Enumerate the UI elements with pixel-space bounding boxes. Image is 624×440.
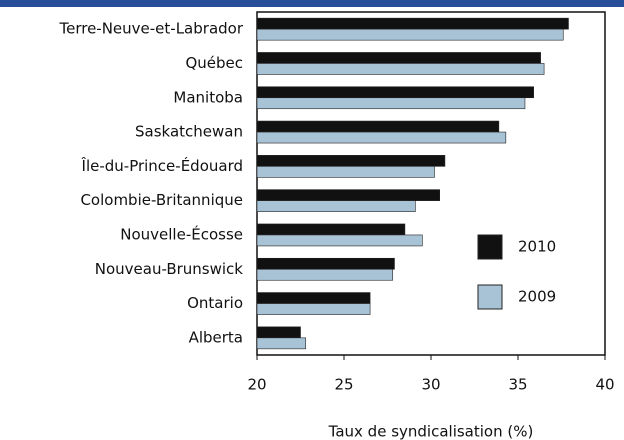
- bar: [256, 97, 526, 110]
- bar: [256, 155, 446, 167]
- bar: [256, 28, 564, 41]
- bar: [256, 292, 371, 304]
- header-strip: [0, 0, 624, 7]
- y-tick-label: Québec: [185, 54, 243, 72]
- x-tick-label: 30: [421, 376, 440, 394]
- legend-swatch: [477, 234, 503, 260]
- bar: [256, 189, 440, 201]
- x-axis-label: Taux de syndicalisation (%): [328, 423, 534, 440]
- x-tick-label: 20: [247, 376, 266, 394]
- y-tick-label: Île-du-Prince-Édouard: [81, 156, 243, 175]
- bar: [256, 86, 534, 99]
- y-tick-label: Ontario: [187, 294, 243, 312]
- y-tick-label: Alberta: [189, 328, 243, 346]
- bar: [256, 200, 416, 212]
- x-tick-label: 40: [595, 376, 614, 394]
- bar: [256, 17, 569, 30]
- bar: [256, 52, 541, 64]
- bar: [256, 223, 406, 236]
- x-tick-label: 35: [508, 376, 527, 394]
- legend-label: 2010: [518, 238, 556, 256]
- bar: [256, 234, 423, 247]
- bar: [256, 268, 394, 281]
- legend-swatch: [477, 284, 503, 310]
- bar: [256, 63, 545, 75]
- bar: [256, 257, 395, 270]
- bar: [256, 326, 301, 339]
- y-tick-label: Manitoba: [173, 88, 243, 106]
- legend-label: 2009: [518, 288, 556, 306]
- y-tick-label: Nouveau-Brunswick: [95, 260, 244, 278]
- bar: [256, 303, 371, 315]
- bar: [256, 337, 307, 350]
- x-tick-label: 25: [334, 376, 353, 394]
- y-tick-label: Saskatchewan: [135, 123, 243, 141]
- bar: [256, 131, 507, 144]
- bar: [256, 166, 435, 178]
- y-tick-label: Nouvelle-Écosse: [120, 224, 243, 243]
- bar: [256, 120, 500, 133]
- y-tick-label: Terre-Neuve-et-Labrador: [58, 20, 243, 38]
- y-tick-label: Colombie-Britannique: [80, 191, 243, 209]
